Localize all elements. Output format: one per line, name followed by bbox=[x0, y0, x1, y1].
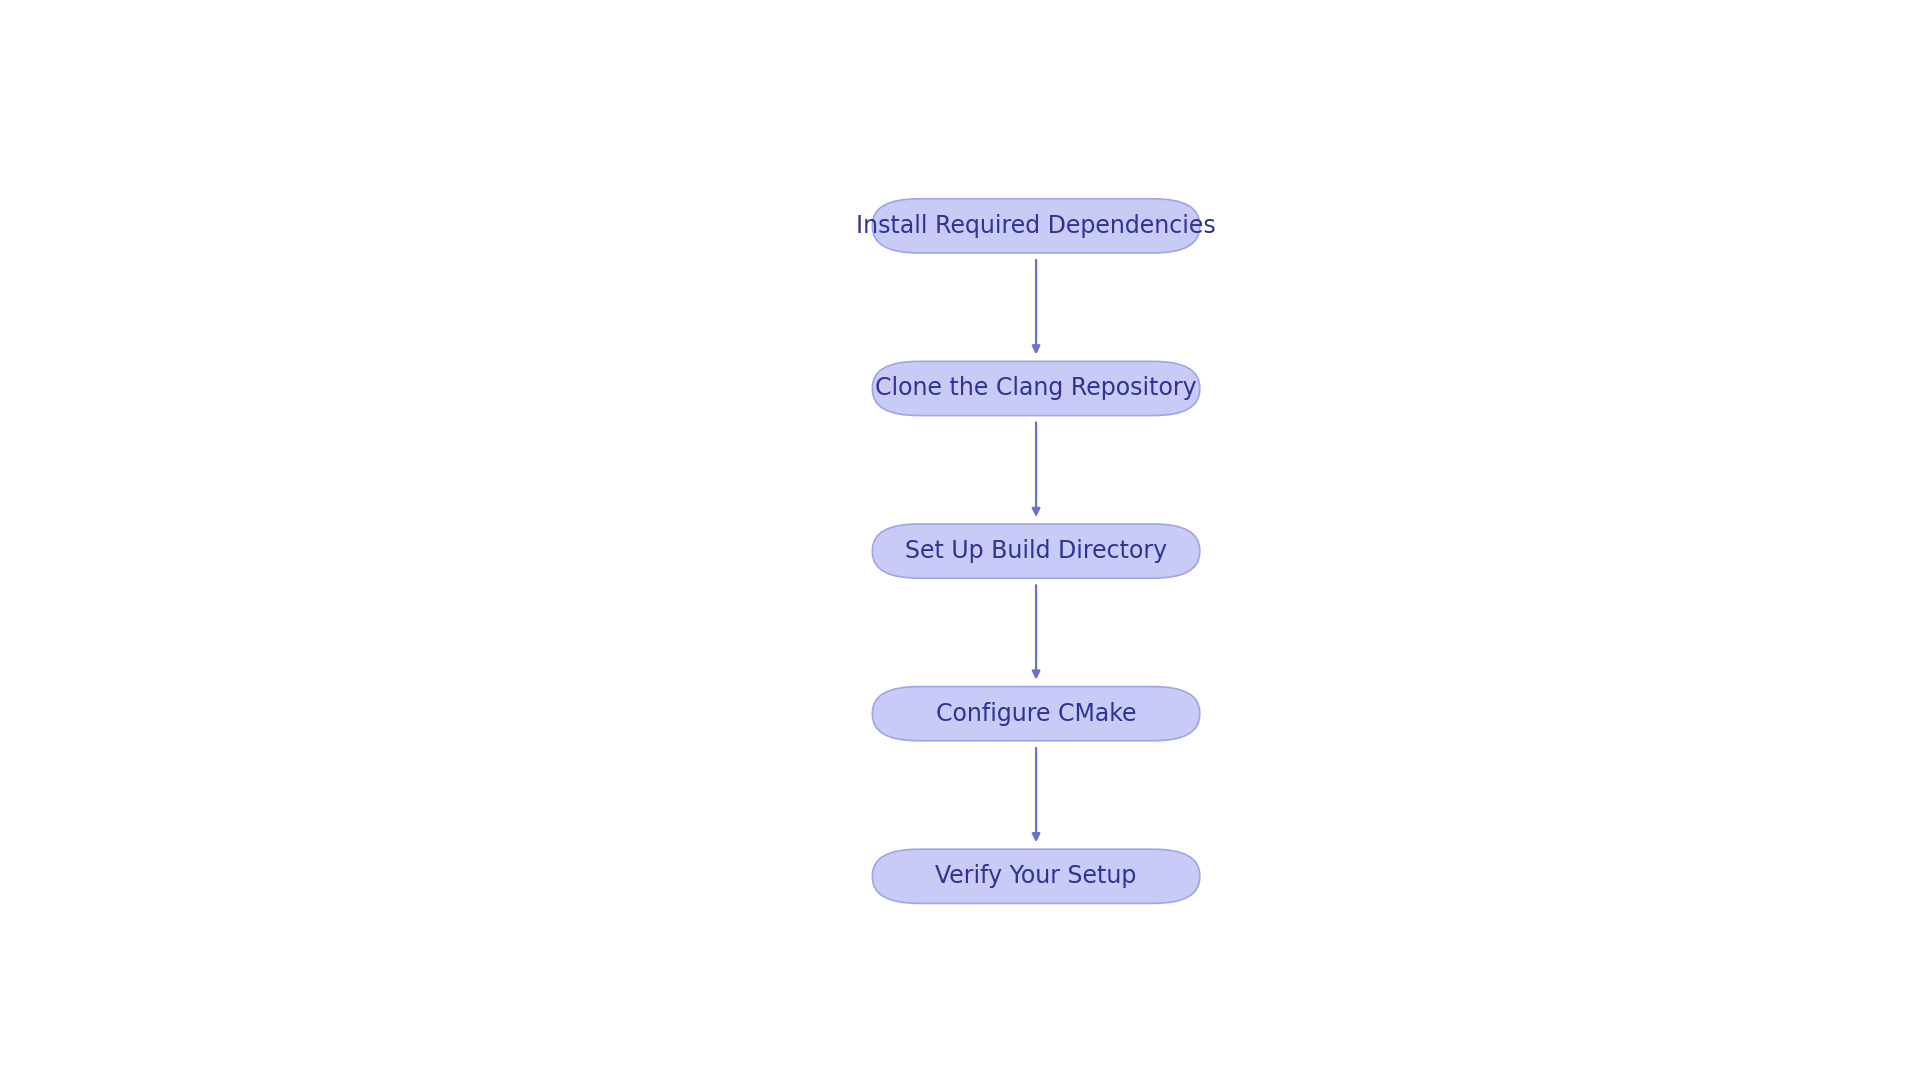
FancyBboxPatch shape bbox=[872, 524, 1200, 578]
FancyBboxPatch shape bbox=[872, 199, 1200, 253]
Text: Verify Your Setup: Verify Your Setup bbox=[935, 864, 1137, 888]
Text: Install Required Dependencies: Install Required Dependencies bbox=[856, 213, 1215, 238]
Text: Configure CMake: Configure CMake bbox=[935, 702, 1137, 726]
Text: Set Up Build Directory: Set Up Build Directory bbox=[904, 539, 1167, 563]
FancyBboxPatch shape bbox=[872, 362, 1200, 416]
Text: Clone the Clang Repository: Clone the Clang Repository bbox=[876, 377, 1196, 401]
FancyBboxPatch shape bbox=[872, 687, 1200, 741]
FancyBboxPatch shape bbox=[872, 849, 1200, 903]
